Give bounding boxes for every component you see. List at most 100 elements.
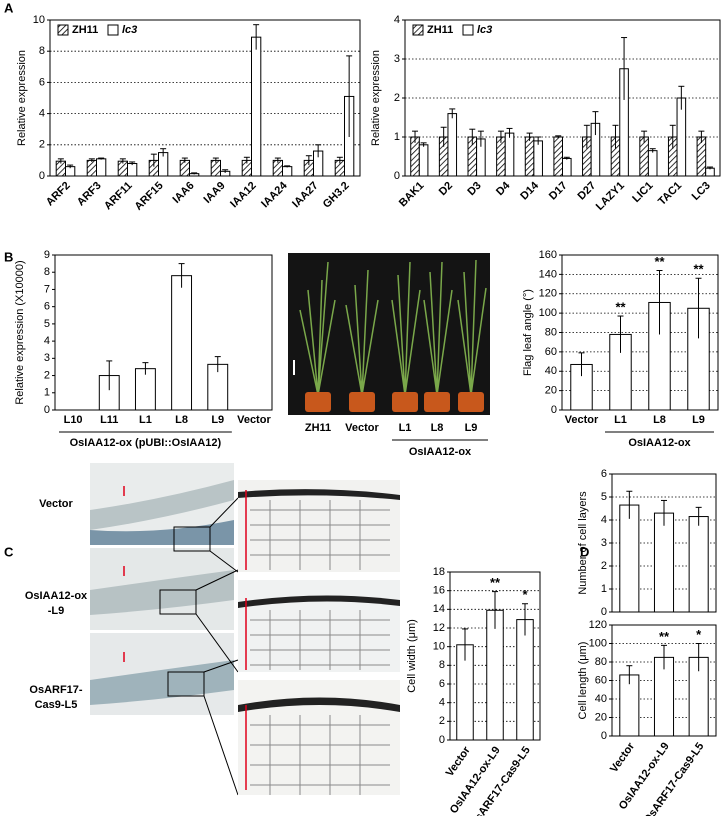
y-tick-label: 1 — [601, 583, 607, 595]
significance-label: ** — [490, 575, 501, 590]
y-tick-label: 100 — [589, 637, 607, 649]
x-tick-label: IAA12 — [228, 180, 259, 211]
micrograph-label: OsIAA12-ox — [25, 590, 88, 602]
bar — [251, 36, 262, 177]
y-tick-label: 5 — [601, 491, 607, 503]
y-tick-label: 100 — [539, 307, 557, 319]
significance-label: * — [696, 627, 702, 642]
plant-photo — [288, 253, 490, 415]
bar — [653, 512, 675, 613]
legend-label: ZH11 — [72, 24, 98, 36]
y-tick-label: 0 — [439, 734, 445, 746]
x-tick-label: IAA9 — [201, 180, 227, 206]
x-tick-label: LAZY1 — [594, 180, 627, 213]
y-axis-label: Cell width (μm) — [406, 619, 418, 693]
legend-label: lc3 — [122, 24, 137, 36]
bar — [282, 166, 293, 177]
x-tick-label: L9 — [211, 414, 224, 426]
x-tick-label: L8 — [175, 414, 188, 426]
significance-label: ** — [654, 254, 665, 269]
significance-label: ** — [615, 299, 626, 314]
y-tick-label: 3 — [601, 537, 607, 549]
y-tick-label: 0 — [601, 730, 607, 742]
y-tick-label: 18 — [433, 566, 445, 578]
x-tick-label: LIC1 — [630, 180, 655, 205]
bar — [562, 157, 572, 177]
significance-label: * — [522, 587, 528, 602]
y-tick-label: 9 — [44, 249, 50, 261]
y-tick-label: 20 — [545, 385, 557, 397]
y-tick-label: 1 — [44, 387, 50, 399]
y-tick-label: 3 — [394, 53, 400, 65]
panel-label: C — [4, 544, 14, 559]
y-tick-label: 2 — [601, 560, 607, 572]
significance-label: ** — [693, 262, 704, 277]
y-tick-label: 3 — [44, 352, 50, 364]
x-tick-label: ARF11 — [102, 180, 135, 213]
group-label: OsIAA12-ox (pUBI::OsIAA12) — [70, 437, 222, 449]
y-axis-label: Relative expression — [16, 50, 28, 146]
x-tick-label: BAK1 — [397, 180, 427, 210]
x-tick-label: D17 — [547, 180, 570, 203]
legend-label: ZH11 — [427, 24, 453, 36]
y-tick-label: 40 — [545, 365, 557, 377]
y-axis-label: Flag leaf angle (°) — [522, 289, 534, 376]
y-tick-label: 8 — [44, 266, 50, 278]
y-tick-label: 6 — [439, 678, 445, 690]
bar — [447, 113, 458, 177]
x-tick-label: L8 — [653, 414, 666, 426]
legend-swatch — [57, 24, 69, 36]
bar — [86, 159, 97, 177]
y-tick-label: 120 — [539, 288, 557, 300]
x-tick-label: Vector — [565, 414, 599, 426]
photo-group-label: OsIAA12-ox — [409, 446, 472, 458]
x-tick-label: Vector — [237, 414, 271, 426]
y-tick-label: 12 — [433, 622, 445, 634]
plot-frame — [49, 19, 361, 177]
y-tick-label: 2 — [439, 715, 445, 727]
panel-label: A — [4, 0, 14, 15]
y-tick-label: 6 — [601, 468, 607, 480]
y-tick-label: 20 — [595, 711, 607, 723]
micrograph-label: OsARF17- — [29, 684, 83, 696]
y-tick-label: 40 — [595, 693, 607, 705]
bar — [619, 504, 640, 613]
x-tick-label: ARF2 — [44, 180, 73, 209]
micrograph-label: Vector — [39, 498, 73, 510]
x-tick-label: OsARF17-Cas9-L5 — [642, 741, 707, 816]
y-tick-label: 14 — [433, 603, 445, 615]
y-tick-label: 10 — [33, 14, 45, 26]
bar — [504, 132, 515, 177]
y-tick-label: 7 — [44, 283, 50, 295]
y-tick-label: 0 — [394, 170, 400, 182]
y-tick-label: 120 — [589, 619, 607, 631]
y-tick-label: 0 — [551, 404, 557, 416]
x-tick-label: GH3.2 — [321, 180, 352, 211]
x-tick-label: L9 — [692, 414, 705, 426]
micrograph-label: -L9 — [48, 605, 65, 617]
y-tick-label: 16 — [433, 585, 445, 597]
y-axis-label: Relative expression — [370, 50, 382, 146]
bar — [96, 158, 107, 177]
y-tick-label: 6 — [44, 301, 50, 313]
bar — [524, 136, 535, 177]
bar — [553, 136, 564, 177]
significance-label: ** — [659, 629, 670, 644]
bar — [516, 619, 534, 741]
y-tick-label: 4 — [394, 14, 400, 26]
y-axis-label: Cell length (μm) — [577, 642, 589, 720]
x-tick-label: L11 — [100, 414, 118, 426]
panel-label: D — [580, 544, 589, 559]
legend-label: lc3 — [477, 24, 492, 36]
y-tick-label: 1 — [394, 131, 400, 143]
x-tick-label: L1 — [614, 414, 627, 426]
y-axis-label: Number of cell layers — [577, 491, 589, 595]
photo-label: L1 — [399, 422, 412, 434]
x-tick-label: D2 — [437, 180, 455, 198]
bar — [533, 140, 543, 177]
legend-swatch — [107, 24, 119, 36]
micrograph-label: Cas9-L5 — [35, 699, 78, 711]
y-tick-label: 160 — [539, 249, 557, 261]
y-tick-label: 4 — [601, 514, 607, 526]
x-tick-label: D4 — [494, 179, 513, 198]
